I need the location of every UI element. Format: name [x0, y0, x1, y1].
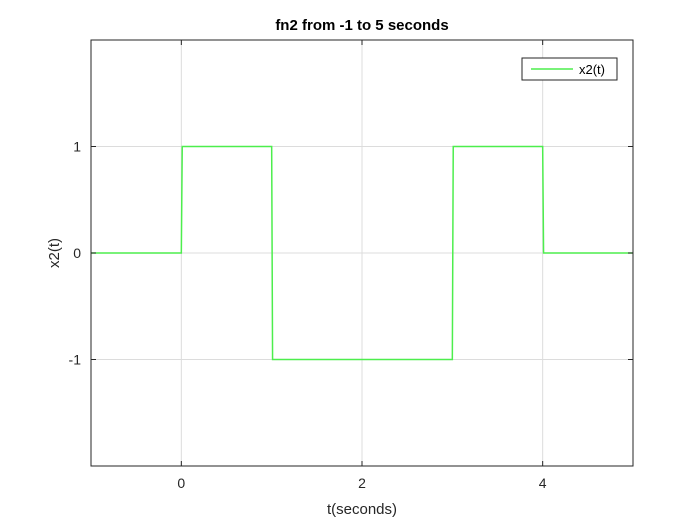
series-line	[91, 145, 633, 361]
x-axis-label: t(seconds)	[327, 501, 397, 518]
y-tick-label: 1	[73, 139, 81, 155]
y-axis-label: x2(t)	[46, 238, 63, 268]
y-tick-label: -1	[69, 352, 82, 368]
x-tick-label: 0	[177, 475, 185, 491]
legend: x2(t)	[521, 57, 618, 81]
x-tick-label: 2	[358, 475, 366, 491]
y-tick-label: 0	[73, 245, 81, 261]
series-layer	[91, 145, 633, 361]
legend-label: x2(t)	[579, 62, 605, 77]
chart-title: fn2 from -1 to 5 seconds	[275, 17, 448, 34]
x-tick-label: 4	[539, 475, 547, 491]
ticks: 0 2 4 -1 0 1	[69, 40, 633, 491]
